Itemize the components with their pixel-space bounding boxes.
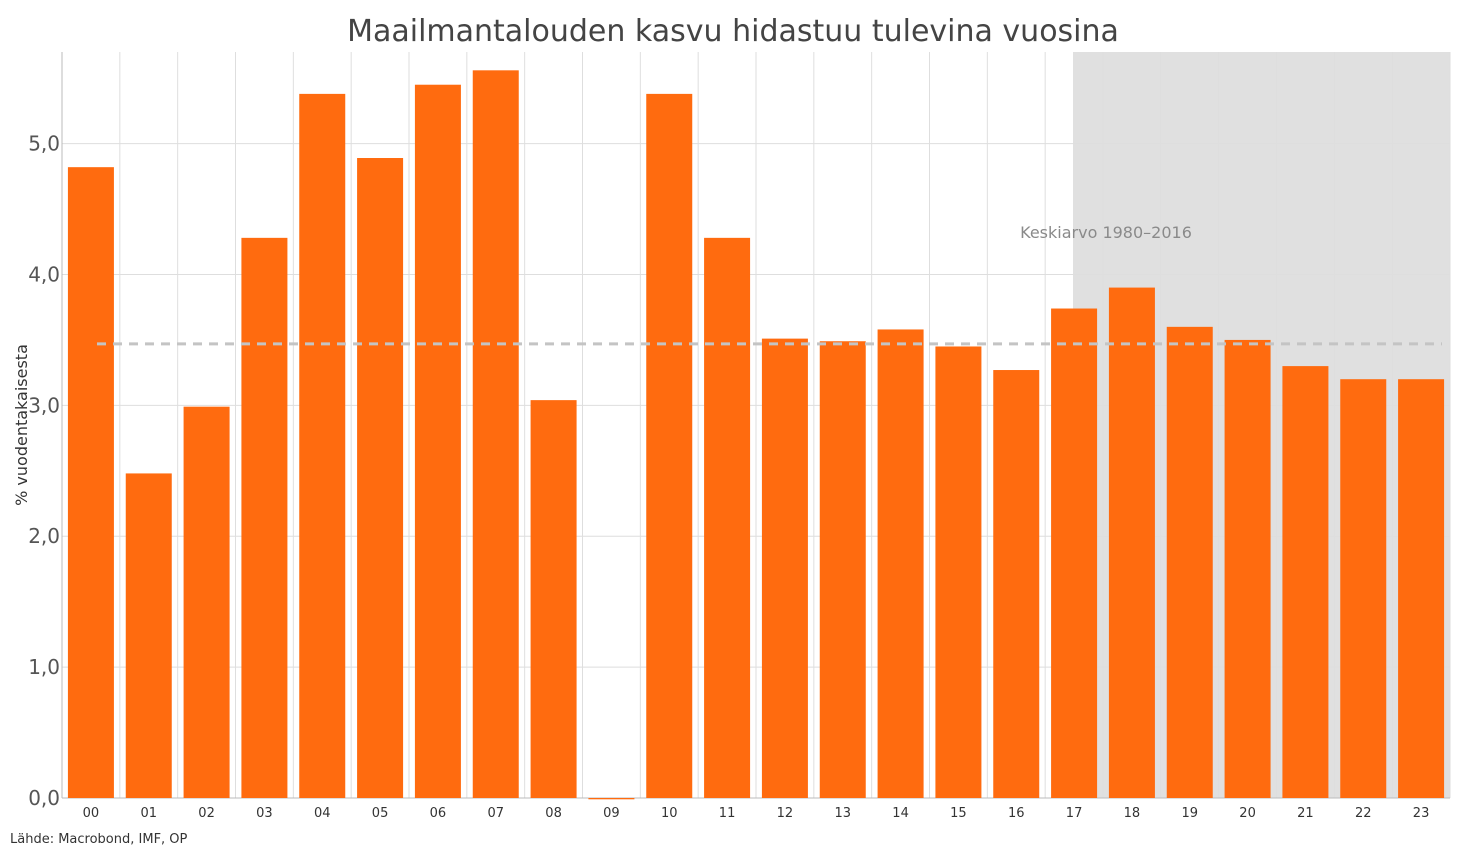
- x-tick-label: 09: [603, 806, 620, 821]
- bar-13: [819, 341, 866, 798]
- bar-09: [588, 798, 635, 800]
- x-tick-label: 16: [1008, 806, 1025, 821]
- x-tick-label: 12: [777, 806, 794, 821]
- bar-07: [472, 70, 519, 798]
- x-tick-label: 23: [1413, 806, 1430, 821]
- x-tick-label: 21: [1297, 806, 1314, 821]
- bar-14: [877, 329, 924, 798]
- y-tick-labels: 0,0 1,0 2,0 3,0 4,0 5,0: [28, 132, 60, 810]
- x-tick-label: 19: [1181, 806, 1198, 821]
- average-line-layer: Keskiarvo 1980–2016: [97, 223, 1442, 346]
- x-tick-label: 11: [719, 806, 736, 821]
- bar-16: [993, 370, 1040, 798]
- y-tick-label: 2,0: [28, 524, 60, 548]
- bar-05: [357, 158, 404, 799]
- bar-15: [935, 346, 982, 798]
- bar-20: [1224, 339, 1271, 798]
- y-tick-label: 3,0: [28, 393, 60, 417]
- x-tick-label: 04: [314, 806, 331, 821]
- y-tick-label: 4,0: [28, 262, 60, 286]
- x-tick-label: 03: [256, 806, 273, 821]
- bar-22: [1340, 379, 1387, 798]
- x-tick-label: 10: [661, 806, 678, 821]
- x-tick-label: 00: [83, 806, 100, 821]
- y-tick-label: 0,0: [28, 786, 60, 810]
- x-tick-label: 18: [1124, 806, 1141, 821]
- x-tick-label: 02: [198, 806, 215, 821]
- bar-02: [183, 406, 230, 798]
- source-note: Lähde: Macrobond, IMF, OP: [10, 832, 188, 847]
- x-tick-label: 20: [1239, 806, 1256, 821]
- y-tick-label: 5,0: [28, 132, 60, 156]
- bars: [67, 70, 1445, 800]
- y-tick-label: 1,0: [28, 655, 60, 679]
- bar-04: [299, 93, 346, 799]
- bar-12: [761, 338, 808, 798]
- x-tick-label: 07: [487, 806, 504, 821]
- chart-title: Maailmantalouden kasvu hidastuu tulevina…: [347, 14, 1119, 49]
- x-tick-label: 05: [372, 806, 389, 821]
- bar-10: [646, 93, 693, 799]
- x-tick-labels: 00 01 02 03 04 05 06 07 08 09 10 11 12 13 14 15 16 17 18 19…: [83, 806, 1430, 821]
- x-tick-label: 14: [892, 806, 909, 821]
- bar-18: [1108, 287, 1155, 798]
- average-label: Keskiarvo 1980–2016: [1020, 223, 1192, 242]
- bar-03: [241, 237, 288, 799]
- x-tick-label: 06: [430, 806, 447, 821]
- bar-21: [1282, 366, 1329, 798]
- x-tick-label: 13: [834, 806, 851, 821]
- bar-19: [1166, 326, 1213, 798]
- bar-06: [414, 84, 461, 798]
- y-axis-label: % vuodentakaisesta: [12, 344, 31, 506]
- bar-23: [1398, 379, 1445, 798]
- gridlines: [61, 52, 1451, 799]
- bar-11: [704, 237, 751, 799]
- bar-08: [530, 400, 577, 798]
- x-tick-label: 01: [140, 806, 157, 821]
- x-tick-label: 22: [1355, 806, 1372, 821]
- bar-01: [125, 473, 172, 798]
- bar-17: [1051, 308, 1098, 798]
- bar-00: [67, 167, 114, 798]
- x-tick-label: 15: [950, 806, 967, 821]
- x-tick-label: 17: [1066, 806, 1083, 821]
- x-tick-label: 08: [545, 806, 562, 821]
